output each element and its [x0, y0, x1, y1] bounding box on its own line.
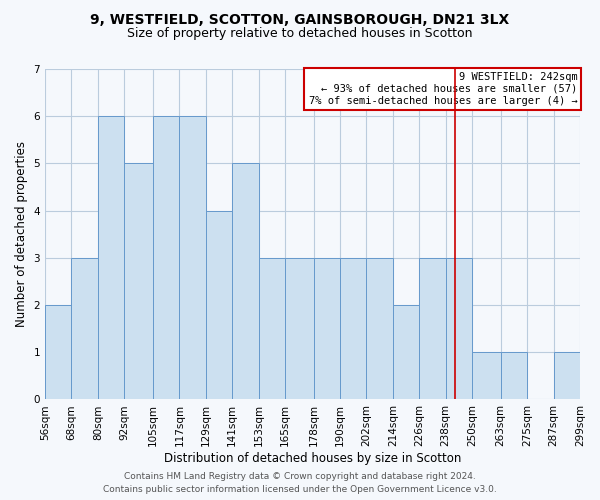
Bar	[554, 352, 580, 400]
Text: 9, WESTFIELD, SCOTTON, GAINSBOROUGH, DN21 3LX: 9, WESTFIELD, SCOTTON, GAINSBOROUGH, DN2…	[91, 12, 509, 26]
Bar	[393, 305, 419, 400]
Bar	[179, 116, 206, 400]
Bar	[285, 258, 314, 400]
Bar	[340, 258, 367, 400]
Bar	[98, 116, 124, 400]
Bar	[124, 164, 153, 400]
Bar	[367, 258, 393, 400]
Bar	[206, 210, 232, 400]
Bar	[45, 305, 71, 400]
X-axis label: Distribution of detached houses by size in Scotton: Distribution of detached houses by size …	[164, 452, 461, 465]
Bar	[314, 258, 340, 400]
Y-axis label: Number of detached properties: Number of detached properties	[15, 141, 28, 327]
Bar	[153, 116, 179, 400]
Bar	[232, 164, 259, 400]
Bar	[419, 258, 446, 400]
Text: Contains HM Land Registry data © Crown copyright and database right 2024.
Contai: Contains HM Land Registry data © Crown c…	[103, 472, 497, 494]
Text: 9 WESTFIELD: 242sqm
← 93% of detached houses are smaller (57)
7% of semi-detache: 9 WESTFIELD: 242sqm ← 93% of detached ho…	[308, 72, 577, 106]
Text: Size of property relative to detached houses in Scotton: Size of property relative to detached ho…	[127, 28, 473, 40]
Bar	[259, 258, 285, 400]
Bar	[446, 258, 472, 400]
Bar	[472, 352, 501, 400]
Bar	[71, 258, 98, 400]
Bar	[501, 352, 527, 400]
